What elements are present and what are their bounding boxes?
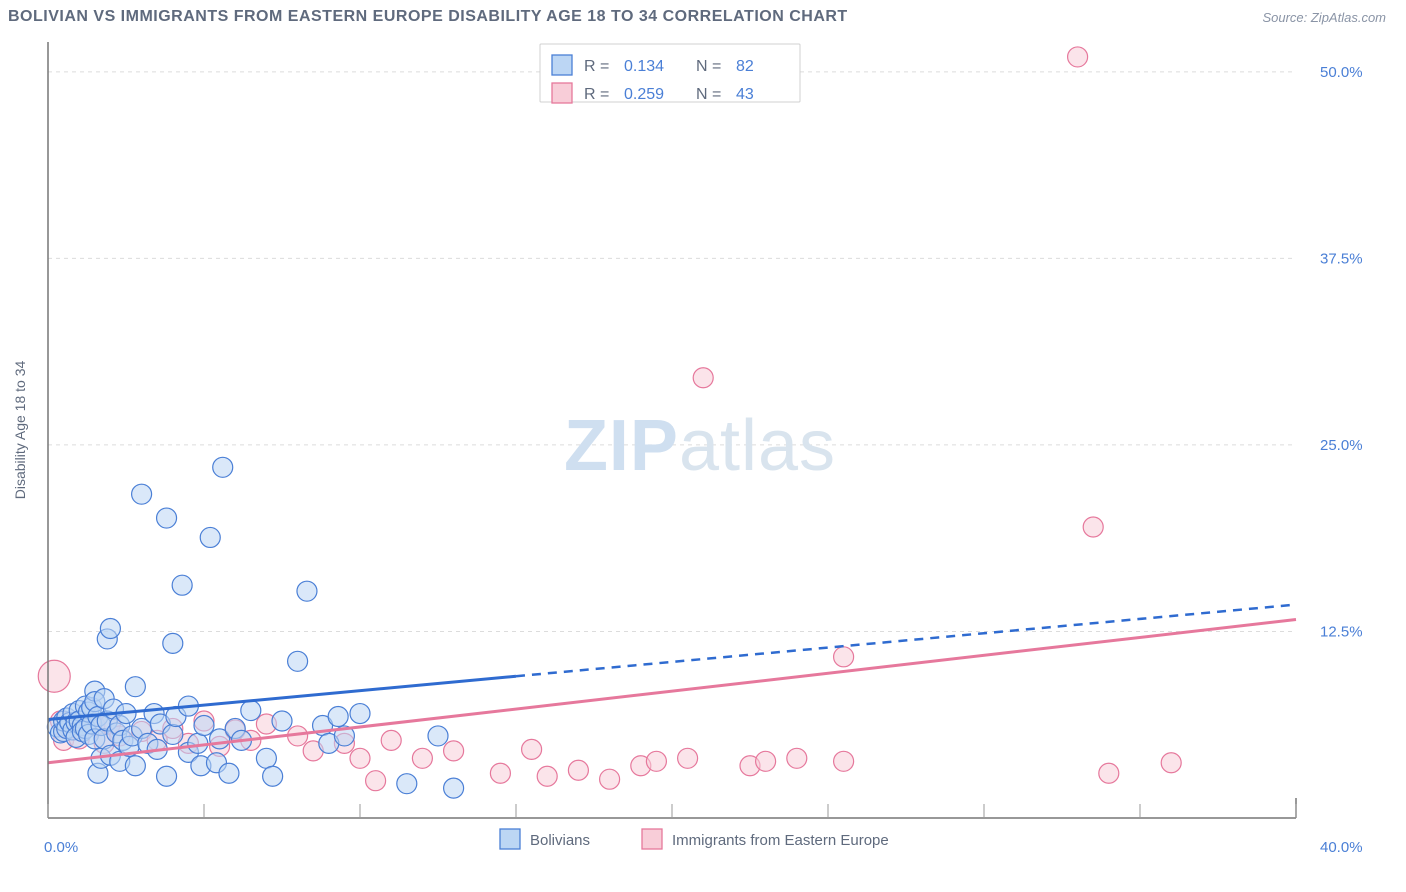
legend-swatch xyxy=(500,829,520,849)
legend-n-value: 43 xyxy=(736,86,754,103)
data-point xyxy=(194,715,214,735)
data-point xyxy=(200,527,220,547)
data-point xyxy=(263,766,283,786)
data-point xyxy=(397,774,417,794)
data-point xyxy=(163,633,183,653)
data-point xyxy=(787,748,807,768)
data-point xyxy=(678,748,698,768)
chart-source: Source: ZipAtlas.com xyxy=(1262,10,1386,25)
data-point xyxy=(366,771,386,791)
y-axis-label: Disability Age 18 to 34 xyxy=(12,361,28,500)
data-point xyxy=(163,724,183,744)
data-point xyxy=(219,763,239,783)
data-point xyxy=(522,739,542,759)
data-point xyxy=(132,484,152,504)
data-point xyxy=(256,748,276,768)
data-point xyxy=(272,711,292,731)
legend-stats-box xyxy=(540,44,800,102)
legend-r-value: 0.134 xyxy=(624,58,664,75)
legend-series-label: Immigrants from Eastern Europe xyxy=(672,832,889,849)
x-tick-label: 0.0% xyxy=(44,839,78,856)
data-point xyxy=(38,660,70,692)
chart-title: BOLIVIAN VS IMMIGRANTS FROM EASTERN EURO… xyxy=(8,8,848,26)
trend-line-pink xyxy=(48,620,1296,763)
x-tick-label: 40.0% xyxy=(1320,839,1363,856)
data-point xyxy=(444,741,464,761)
legend-n-value: 82 xyxy=(736,58,754,75)
y-tick-label: 25.0% xyxy=(1320,437,1363,454)
data-point xyxy=(350,748,370,768)
data-point xyxy=(350,704,370,724)
data-point xyxy=(693,368,713,388)
data-point xyxy=(756,751,776,771)
data-point xyxy=(172,575,192,595)
data-point xyxy=(1099,763,1119,783)
data-point xyxy=(125,756,145,776)
data-point xyxy=(100,618,120,638)
legend-swatch xyxy=(552,83,572,103)
data-point xyxy=(328,707,348,727)
legend-n-label: N = xyxy=(696,58,721,75)
legend-r-label: R = xyxy=(584,86,609,103)
data-point xyxy=(288,651,308,671)
data-point xyxy=(1161,753,1181,773)
y-tick-label: 12.5% xyxy=(1320,623,1363,640)
data-point xyxy=(490,763,510,783)
legend-n-label: N = xyxy=(696,86,721,103)
y-tick-label: 37.5% xyxy=(1320,250,1363,267)
data-point xyxy=(444,778,464,798)
legend-swatch xyxy=(642,829,662,849)
legend-swatch xyxy=(552,55,572,75)
legend-r-label: R = xyxy=(584,58,609,75)
scatter-chart: 12.5% 25.0% 37.5% 50.0% ZIPatlas 0.0% 40.0% R =… xyxy=(0,30,1406,880)
data-point xyxy=(157,766,177,786)
data-point xyxy=(600,769,620,789)
data-point xyxy=(157,508,177,528)
data-point xyxy=(125,677,145,697)
data-point xyxy=(1083,517,1103,537)
data-point xyxy=(241,701,261,721)
data-point xyxy=(537,766,557,786)
data-point xyxy=(412,748,432,768)
data-point xyxy=(834,751,854,771)
legend-r-value: 0.259 xyxy=(624,86,664,103)
chart-container: Disability Age 18 to 34 12.5% 25.0% 37.5% 5… xyxy=(0,30,1406,880)
data-point xyxy=(213,457,233,477)
data-point xyxy=(1068,47,1088,67)
data-point xyxy=(646,751,666,771)
data-point xyxy=(297,581,317,601)
data-point xyxy=(428,726,448,746)
y-tick-label: 50.0% xyxy=(1320,64,1363,81)
data-point xyxy=(834,647,854,667)
chart-header: BOLIVIAN VS IMMIGRANTS FROM EASTERN EURO… xyxy=(0,0,1406,30)
watermark: ZIPatlas xyxy=(564,406,836,486)
legend-series-label: Bolivians xyxy=(530,832,590,849)
data-point xyxy=(381,730,401,750)
data-point xyxy=(568,760,588,780)
